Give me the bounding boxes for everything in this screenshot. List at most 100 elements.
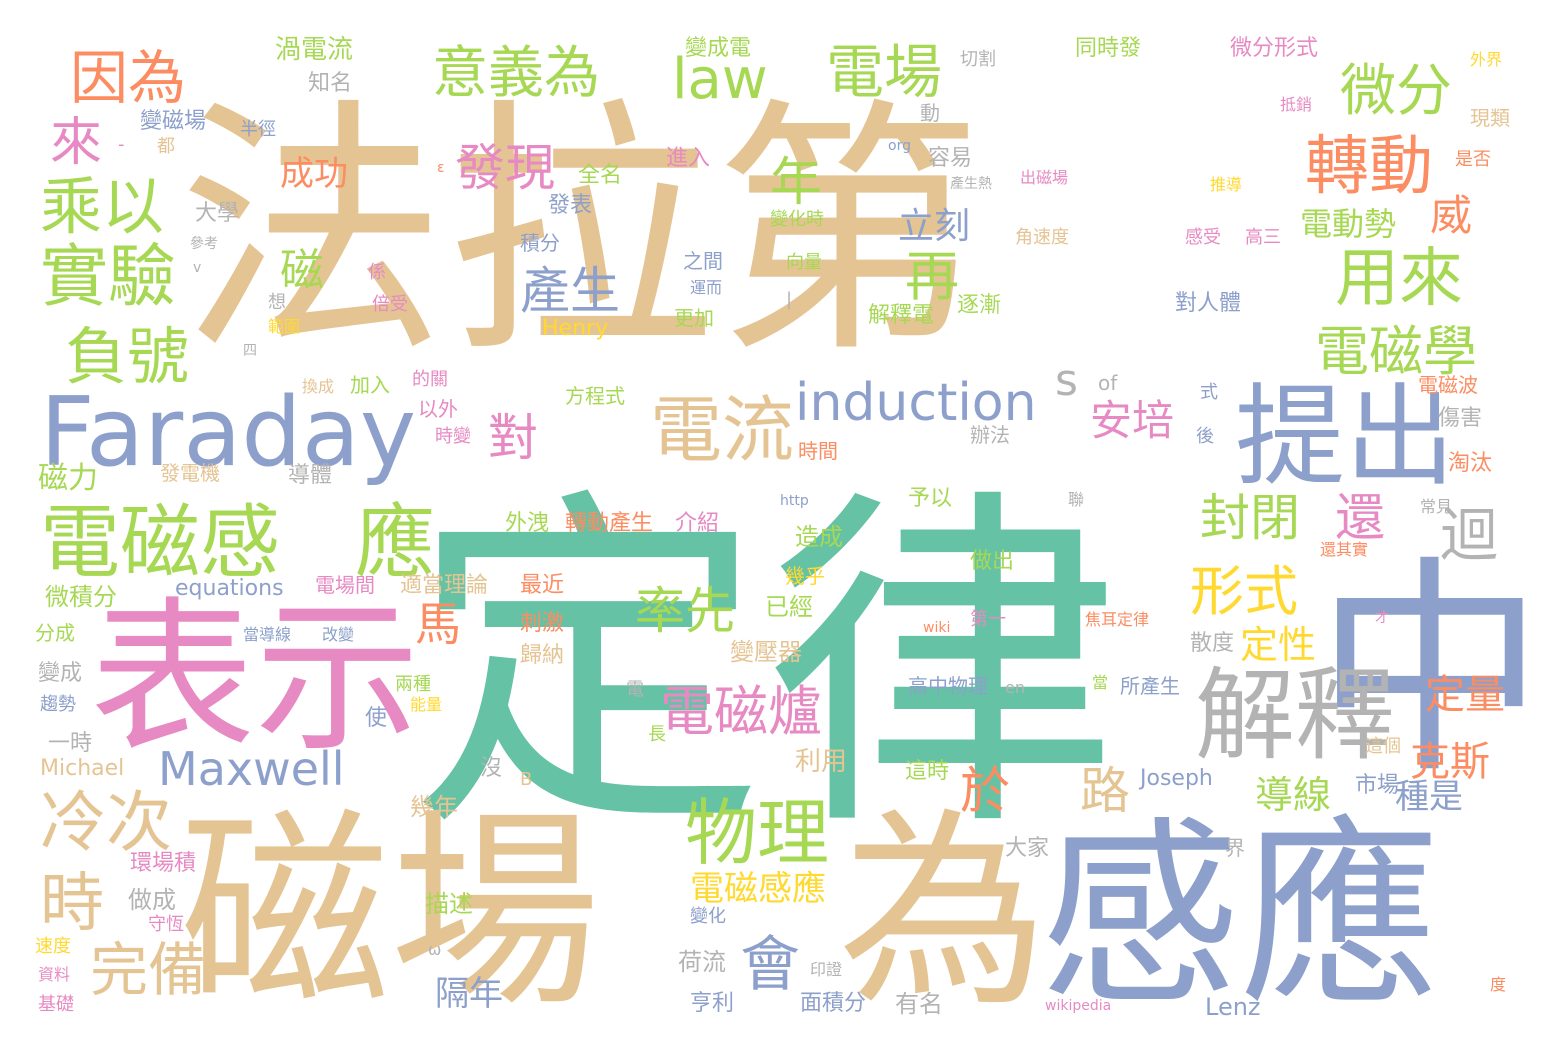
word-108: 界	[1225, 836, 1245, 860]
word-180: 才	[1375, 610, 1389, 626]
word-85: 速度	[35, 936, 71, 957]
word-103: en	[1005, 678, 1025, 697]
word-86: 資料	[38, 965, 70, 984]
word-52: 磁	[280, 245, 324, 296]
word-110: 市場	[1355, 773, 1399, 798]
word-31: 會	[740, 930, 800, 1000]
word-172: 聯	[1068, 490, 1084, 509]
word-22: 意義為	[432, 41, 600, 106]
word-114: 同時發	[1075, 36, 1141, 61]
word-161: 以外	[418, 397, 458, 421]
word-65: 造成	[795, 523, 843, 551]
word-100: 電	[626, 679, 644, 700]
word-133: 大學	[195, 201, 239, 226]
word-96: 沒	[480, 756, 502, 781]
word-64: 介紹	[675, 511, 719, 536]
word-152: 更加	[674, 306, 714, 330]
word-57: 種是	[1395, 777, 1463, 817]
word-144: 想	[268, 292, 286, 313]
word-128: 全名	[578, 163, 622, 188]
word-73: 變壓器	[730, 638, 802, 666]
word-129: 產生熱	[950, 175, 992, 192]
word-23: law	[672, 47, 768, 112]
word-16: 用來	[1335, 242, 1463, 316]
word-24: 電場	[826, 38, 942, 106]
word-176: wiki	[923, 620, 950, 636]
word-116: 切割	[960, 49, 996, 70]
word-13: 電流	[650, 388, 794, 472]
word-9: 解釋	[1195, 657, 1395, 774]
word-185: 變化	[690, 906, 726, 927]
word-71: 刺激	[520, 611, 564, 636]
word-177: 第一	[970, 609, 1006, 630]
word-92: 分成	[35, 621, 75, 645]
word-70: 幾乎	[785, 564, 825, 588]
word-37: 發現	[455, 139, 555, 197]
word-163: 辦法	[970, 423, 1010, 447]
word-50: 威	[1430, 191, 1472, 240]
word-1: 定律	[410, 460, 1120, 874]
word-74: Joseph	[1138, 766, 1213, 791]
word-171: 予以	[908, 486, 952, 511]
word-112: 知名	[308, 71, 352, 96]
word-82: 做成	[128, 886, 176, 914]
word-76: Lenz	[1205, 993, 1261, 1021]
word-119: 半徑	[240, 119, 276, 140]
word-63: 轉動產生	[565, 511, 653, 536]
word-183: ω	[428, 940, 441, 959]
word-164: 後	[1196, 426, 1214, 447]
word-135: v	[193, 260, 201, 276]
word-189: -	[118, 134, 125, 155]
word-155: 加入	[350, 373, 390, 397]
word-123: 現類	[1470, 106, 1510, 130]
word-20: 負號	[65, 320, 189, 393]
word-53: s	[1055, 355, 1078, 406]
word-125: 容易	[928, 146, 972, 171]
word-80: 面積分	[800, 991, 866, 1016]
word-137: 變化時	[770, 209, 824, 230]
word-87: 基礎	[38, 994, 74, 1015]
word-27: 時	[40, 867, 104, 941]
word-99: 利用	[795, 747, 847, 777]
word-59: 磁力	[38, 461, 98, 496]
word-90: 趨勢	[40, 694, 76, 715]
word-4: 感應	[1040, 800, 1440, 1033]
word-113: 變成電	[685, 36, 751, 61]
word-166: 發電機	[160, 461, 220, 485]
word-61: equations	[175, 576, 284, 601]
word-88: Michael	[40, 756, 124, 781]
word-43: 對	[488, 409, 538, 467]
word-131: 推導	[1210, 175, 1242, 194]
word-36: 率先	[635, 582, 735, 640]
word-122: 抵銷	[1280, 95, 1312, 114]
word-187: 度	[1490, 975, 1506, 994]
word-168: 時間	[798, 439, 838, 463]
word-124: org	[888, 138, 911, 154]
word-169: 淘汰	[1448, 451, 1492, 476]
word-19: 乘以	[40, 170, 164, 243]
word-55: 電動勢	[1300, 205, 1396, 243]
word-107: 大家	[1005, 836, 1049, 861]
word-167: 導體	[288, 463, 332, 488]
word-77: 描述	[425, 890, 473, 918]
word-60: 微積分	[45, 583, 117, 611]
word-181: 當導線	[243, 625, 291, 644]
word-158: of	[1098, 371, 1118, 395]
word-39: 再	[905, 245, 959, 308]
word-83: 環場積	[130, 851, 196, 876]
word-12: 物理	[685, 791, 829, 875]
word-118: 變磁場	[140, 109, 206, 134]
word-160: 電磁波	[1418, 373, 1478, 397]
word-138: 角速度	[1015, 227, 1069, 248]
word-68: 電場間	[315, 573, 375, 597]
word-170: http	[780, 493, 809, 509]
word-142: 運而	[690, 278, 722, 297]
word-146: 範圍	[268, 317, 300, 336]
word-173: 常見	[1420, 497, 1452, 516]
word-148: 逐漸	[957, 293, 1001, 318]
word-69: 已經	[765, 593, 813, 621]
word-72: 歸納	[520, 643, 564, 668]
word-149: 對人體	[1175, 291, 1241, 316]
word-151: Henry	[542, 316, 608, 341]
